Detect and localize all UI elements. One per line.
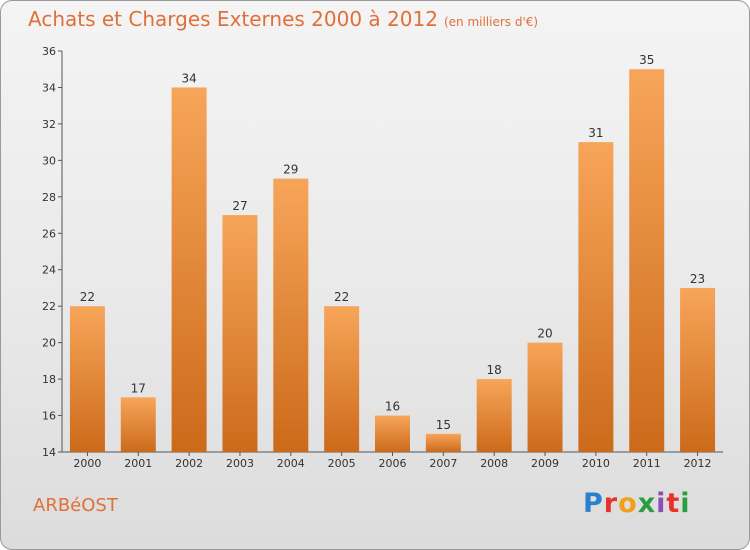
logo-letter: o	[618, 488, 638, 519]
y-tick-label: 18	[42, 373, 56, 386]
logo-letter: x	[637, 488, 657, 519]
bar	[273, 178, 309, 452]
data-label: 35	[639, 53, 654, 67]
proxiti-logo: Proxiti	[583, 488, 691, 519]
data-label: 22	[334, 290, 349, 304]
logo-letter: P	[583, 488, 604, 519]
x-tick-label: 2001	[124, 457, 152, 470]
x-tick-label: 2010	[582, 457, 610, 470]
bar	[222, 215, 258, 452]
bar	[375, 415, 410, 452]
y-tick-label: 32	[42, 118, 56, 131]
x-tick-label: 2008	[480, 457, 508, 470]
bar	[680, 287, 716, 452]
bar	[578, 142, 614, 453]
data-label: 15	[436, 418, 451, 432]
bar	[629, 69, 665, 453]
x-tick-label: 2006	[379, 457, 407, 470]
data-label: 22	[80, 290, 95, 304]
bar	[69, 306, 105, 452]
x-tick-label: 2012	[684, 457, 712, 470]
x-tick-label: 2000	[73, 457, 101, 470]
y-tick-label: 20	[42, 337, 56, 350]
logo-letter: t	[666, 488, 681, 519]
x-tick-label: 2002	[175, 457, 203, 470]
bar	[425, 433, 461, 452]
logo-letter: r	[603, 488, 619, 519]
data-label: 27	[232, 199, 247, 213]
data-label: 23	[690, 272, 705, 286]
chart-title: Achats et Charges Externes 2000 à 2012 (e…	[28, 7, 538, 31]
y-tick-label: 28	[42, 191, 56, 204]
data-label: 31	[588, 126, 603, 140]
y-tick-label: 36	[42, 45, 56, 58]
y-tick-label: 14	[42, 446, 56, 459]
data-label: 16	[385, 400, 400, 414]
data-label: 17	[131, 381, 146, 395]
x-tick-label: 2003	[226, 457, 254, 470]
y-tick-label: 22	[42, 300, 56, 313]
title-text: Achats et Charges Externes 2000 à 2012	[28, 7, 438, 31]
data-label: 34	[181, 71, 196, 85]
data-label: 18	[487, 363, 502, 377]
bar	[527, 342, 563, 452]
bar	[171, 87, 207, 453]
y-tick-label: 16	[42, 410, 56, 423]
y-tick-label: 24	[42, 264, 56, 277]
data-label: 20	[537, 327, 552, 341]
y-tick-label: 34	[42, 81, 56, 94]
data-label: 29	[283, 163, 298, 177]
bar	[120, 397, 156, 452]
bar	[324, 306, 360, 452]
x-tick-label: 2011	[633, 457, 661, 470]
x-tick-label: 2004	[277, 457, 305, 470]
location-name: ARBéOST	[33, 495, 118, 516]
x-tick-label: 2005	[328, 457, 356, 470]
logo-letter: i	[656, 488, 667, 519]
y-tick-label: 26	[42, 227, 56, 240]
y-tick-label: 30	[42, 154, 56, 167]
x-tick-label: 2009	[531, 457, 559, 470]
logo-letter: i	[680, 488, 691, 519]
x-tick-label: 2007	[429, 457, 457, 470]
bar	[476, 379, 512, 452]
chart-subtitle: (en milliers d'€)	[443, 15, 539, 29]
